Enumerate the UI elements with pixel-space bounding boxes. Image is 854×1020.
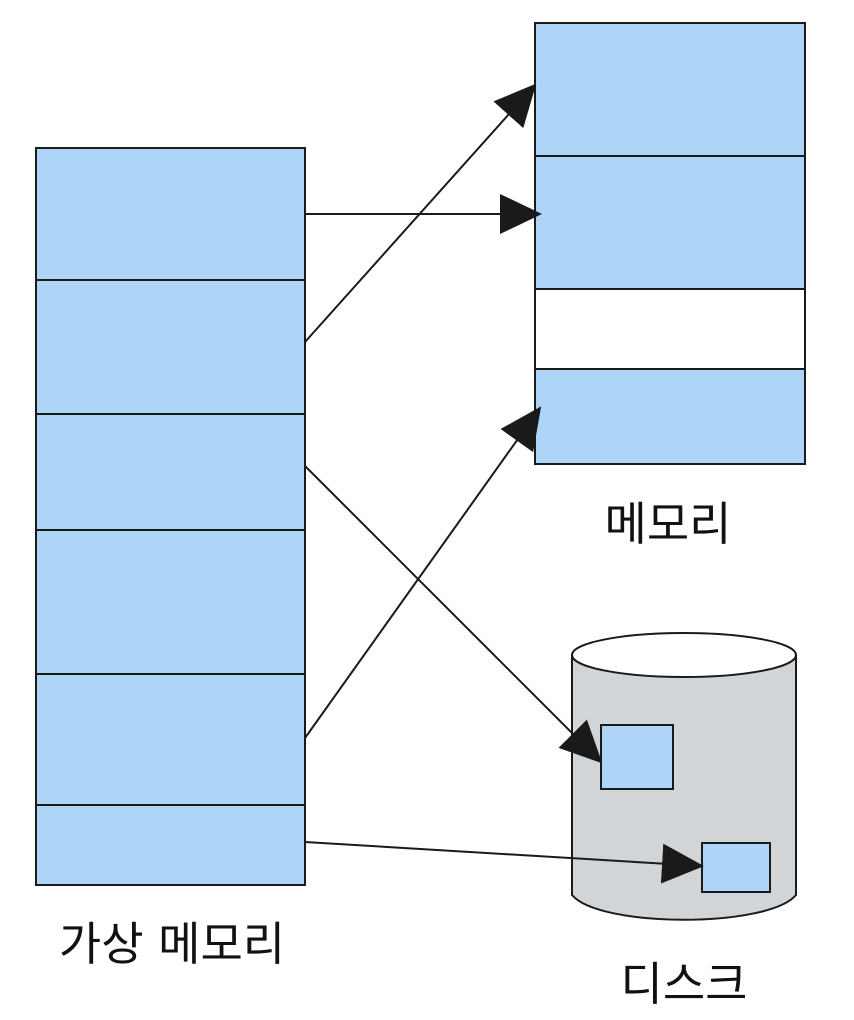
disk-block-1 [600, 724, 674, 790]
vm-page-3 [35, 413, 306, 531]
disk-top [571, 632, 797, 678]
vm-page-2 [35, 279, 306, 415]
memory-frame-1 [534, 22, 806, 157]
disk-block-2 [701, 842, 771, 893]
arrow-page3-to-disk-block1 [304, 465, 603, 764]
disk-cylinder [571, 632, 797, 921]
arrow-page2-to-frame1 [304, 83, 537, 343]
vm-page-6 [35, 804, 306, 886]
memory-label: 메모리 [605, 497, 732, 551]
mapping-arrows [304, 83, 704, 884]
virtual-memory-label: 가상 메모리 [59, 917, 285, 971]
vm-page-4 [35, 529, 306, 675]
virtual-memory-block [35, 147, 306, 886]
memory-frame-3-empty [534, 288, 806, 370]
vm-page-5 [35, 673, 306, 806]
arrow-page5-to-frame4 [304, 406, 542, 739]
arrow-page6-to-disk-block2 [304, 841, 704, 884]
physical-memory-block [534, 22, 806, 465]
disk-label: 디스크 [621, 957, 748, 1011]
memory-frame-4 [534, 368, 806, 465]
vm-page-1 [35, 147, 306, 281]
memory-frame-2 [534, 155, 806, 290]
